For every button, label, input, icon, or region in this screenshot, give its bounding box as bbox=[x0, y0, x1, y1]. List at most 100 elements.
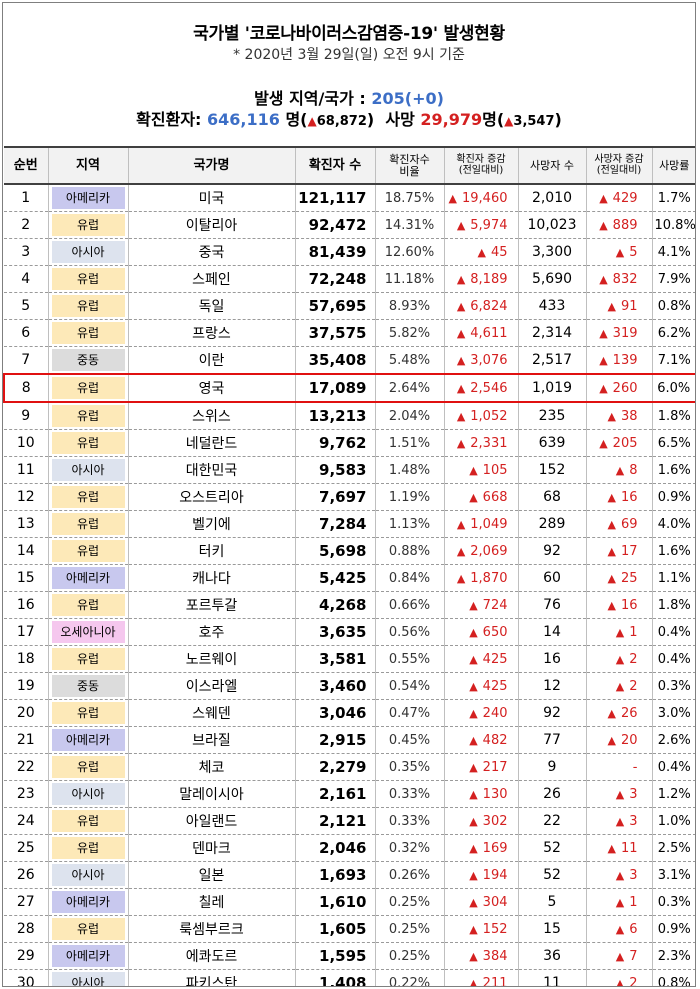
death-increase-cell: ▲ 205 bbox=[585, 429, 652, 457]
death-increase-cell: ▲ 8 bbox=[585, 456, 652, 484]
up-triangle-icon: ▲ bbox=[456, 381, 466, 395]
fatality-rate-cell: 2.5% bbox=[651, 834, 695, 862]
region-cell: 중동 bbox=[47, 346, 128, 375]
region-badge: 유럽 bbox=[51, 322, 125, 344]
region-cell: 유럽 bbox=[47, 699, 128, 727]
fatality-rate-cell: 0.4% bbox=[651, 618, 695, 646]
deaths-cell: 11 bbox=[517, 969, 586, 986]
rank-cell: 24 bbox=[4, 807, 48, 835]
death-increase-cell: ▲ 3 bbox=[585, 807, 652, 835]
fatality-rate-cell: 1.0% bbox=[651, 807, 695, 835]
up-triangle-icon: ▲ bbox=[469, 841, 478, 855]
increase-cell: ▲ 650 bbox=[443, 618, 518, 646]
region-badge: 아메리카 bbox=[51, 891, 125, 913]
rank-cell: 13 bbox=[4, 510, 48, 538]
death-increase-cell: - bbox=[585, 753, 652, 781]
region-cell: 유럽 bbox=[47, 373, 128, 403]
increase-value: 304 bbox=[482, 894, 508, 910]
region-badge: 유럽 bbox=[51, 702, 125, 724]
table-row: 6 유럽 프랑스 37,575 5.82% ▲ 4,611 2,314 ▲ 319 6.2% bbox=[4, 319, 695, 347]
country-cell: 브라질 bbox=[127, 726, 295, 754]
confirmed-cell: 72,248 bbox=[294, 265, 375, 293]
death-increase-cell: ▲ 429 bbox=[585, 184, 652, 212]
death-increase-cell: ▲ 5 bbox=[585, 238, 652, 266]
increase-cell: ▲ 2,546 bbox=[443, 373, 518, 403]
region-badge: 유럽 bbox=[51, 540, 125, 562]
deaths-cell: 52 bbox=[517, 861, 586, 889]
up-triangle-icon: ▲ bbox=[469, 949, 478, 963]
death-increase-value: 16 bbox=[620, 597, 638, 613]
ratio-cell: 18.75% bbox=[374, 184, 444, 212]
up-triangle-icon: ▲ bbox=[504, 114, 514, 128]
country-cell: 영국 bbox=[127, 373, 295, 403]
increase-value: 724 bbox=[482, 597, 508, 613]
region-badge: 유럽 bbox=[51, 377, 125, 399]
ratio-cell: 0.22% bbox=[374, 969, 444, 986]
ratio-cell: 1.48% bbox=[374, 456, 444, 484]
rank-cell: 23 bbox=[4, 780, 48, 808]
death-increase-value: 832 bbox=[612, 271, 638, 287]
deaths-cell: 433 bbox=[517, 292, 586, 320]
fatality-rate-cell: 0.8% bbox=[651, 969, 695, 986]
rank-cell: 18 bbox=[4, 645, 48, 673]
death-increase-value: 3 bbox=[629, 786, 638, 802]
death-increase-value: 38 bbox=[620, 408, 638, 424]
increase-value: 240 bbox=[482, 705, 508, 721]
up-triangle-icon: ▲ bbox=[469, 922, 478, 936]
region-cell: 유럽 bbox=[47, 537, 128, 565]
report-header: 국가별 '코로나바이러스감염증-19' 발생현황 * 2020년 3월 29일(… bbox=[3, 3, 695, 146]
up-triangle-icon: ▲ bbox=[456, 571, 466, 585]
confirmed-close: ) bbox=[366, 110, 375, 129]
confirmed-cell: 35,408 bbox=[294, 346, 375, 375]
confirmed-cell: 4,268 bbox=[294, 591, 375, 619]
death-increase-cell: ▲ 1 bbox=[585, 618, 652, 646]
ratio-cell: 0.32% bbox=[374, 834, 444, 862]
confirmed-cell: 3,046 bbox=[294, 699, 375, 727]
death-increase-value: 2 bbox=[629, 678, 638, 694]
deaths-cell: 15 bbox=[517, 915, 586, 943]
deaths-cell: 92 bbox=[517, 537, 586, 565]
up-triangle-icon: ▲ bbox=[469, 787, 478, 801]
up-triangle-icon: ▲ bbox=[615, 463, 625, 477]
deaths-cell: 5 bbox=[517, 888, 586, 916]
increase-value: 2,331 bbox=[470, 435, 508, 451]
ratio-cell: 0.88% bbox=[374, 537, 444, 565]
rank-cell: 1 bbox=[4, 184, 48, 212]
report-date: * 2020년 3월 29일(일) 오전 9시 기준 bbox=[233, 47, 465, 63]
region-badge: 유럽 bbox=[51, 295, 125, 317]
up-triangle-icon: ▲ bbox=[607, 544, 616, 558]
table-row: 14 유럽 터키 5,698 0.88% ▲ 2,069 92 ▲ 17 1.6% bbox=[4, 537, 695, 565]
region-badge: 유럽 bbox=[51, 648, 125, 670]
up-triangle-icon: ▲ bbox=[469, 490, 478, 504]
fatality-rate-cell: 1.7% bbox=[651, 184, 695, 212]
increase-cell: ▲ 384 bbox=[443, 942, 518, 970]
fatality-rate-cell: 0.3% bbox=[651, 672, 695, 700]
country-cell: 일본 bbox=[127, 861, 295, 889]
up-triangle-icon: ▲ bbox=[599, 272, 608, 286]
rank-cell: 4 bbox=[4, 265, 48, 293]
region-cell: 유럽 bbox=[47, 211, 128, 239]
up-triangle-icon: ▲ bbox=[607, 841, 616, 855]
death-increase-value: 6 bbox=[629, 921, 638, 937]
death-increase-cell: ▲ 260 bbox=[585, 373, 652, 403]
country-cell: 스위스 bbox=[127, 402, 295, 430]
report-title: 국가별 '코로나바이러스감염증-19' 발생현황 bbox=[193, 24, 505, 44]
deaths-cell: 26 bbox=[517, 780, 586, 808]
up-triangle-icon: ▲ bbox=[469, 895, 478, 909]
death-increase-value: 25 bbox=[620, 570, 638, 586]
death-increase-cell: ▲ 26 bbox=[585, 699, 652, 727]
region-cell: 유럽 bbox=[47, 429, 128, 457]
increase-cell: ▲ 482 bbox=[443, 726, 518, 754]
region-cell: 유럽 bbox=[47, 483, 128, 511]
up-triangle-icon: ▲ bbox=[599, 353, 608, 367]
country-cell: 캐나다 bbox=[127, 564, 295, 592]
death-increase-value: 139 bbox=[612, 352, 638, 368]
country-cell: 호주 bbox=[127, 618, 295, 646]
increase-cell: ▲ 217 bbox=[443, 753, 518, 781]
increase-cell: ▲ 668 bbox=[443, 483, 518, 511]
ratio-cell: 0.33% bbox=[374, 780, 444, 808]
death-increase-value: 889 bbox=[612, 217, 638, 233]
up-triangle-icon: ▲ bbox=[607, 490, 616, 504]
death-increase-cell: ▲ 38 bbox=[585, 402, 652, 430]
table-row: 13 유럽 벨기에 7,284 1.13% ▲ 1,049 289 ▲ 69 4.0% bbox=[4, 510, 695, 538]
